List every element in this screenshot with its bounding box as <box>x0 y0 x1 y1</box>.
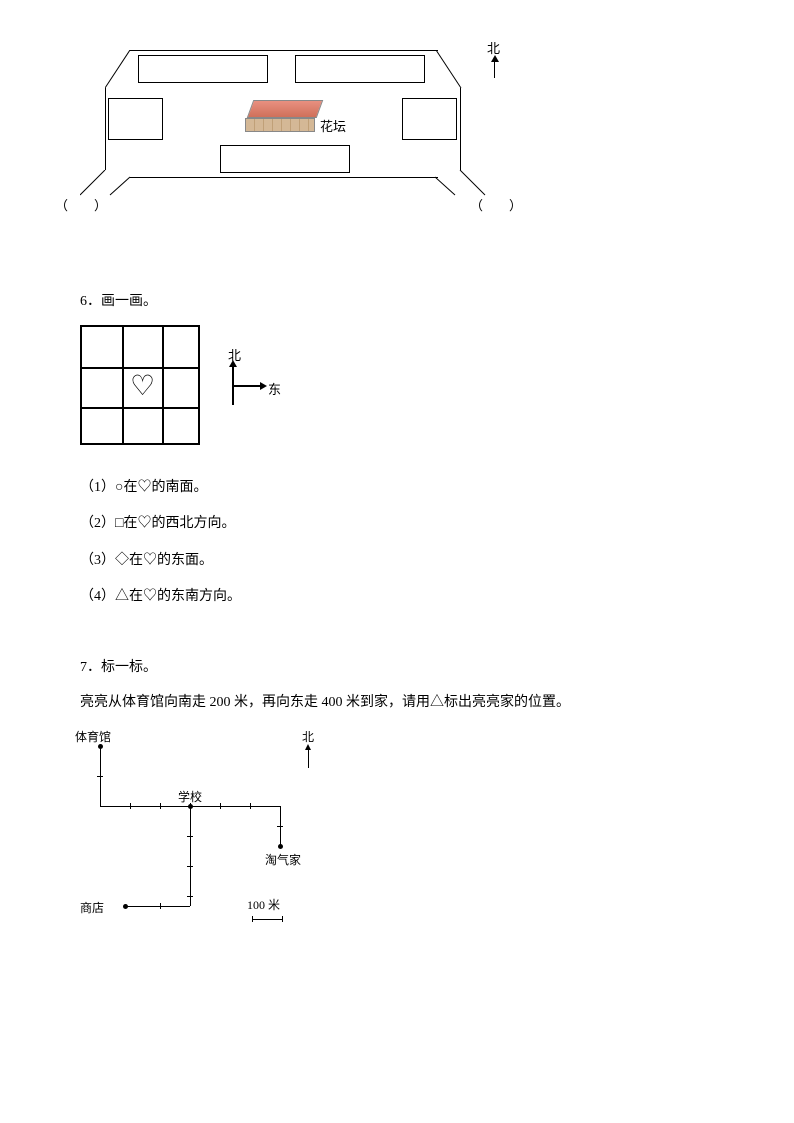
q6-item: （3）◇在♡的东面。 <box>80 543 714 579</box>
outline-top <box>130 50 438 51</box>
grid-3x3: ♡ <box>80 325 200 445</box>
outline-right <box>460 88 461 170</box>
tick <box>187 836 193 837</box>
q6-item: （2）□在♡的西北方向。 <box>80 506 714 542</box>
q6-items: （1）○在♡的南面。 （2）□在♡的西北方向。 （3）◇在♡的东面。 （4）△在… <box>80 470 714 616</box>
tick <box>220 803 221 809</box>
compass-icon: 北 东 <box>220 355 280 415</box>
tick <box>250 803 251 809</box>
q6-item: （4）△在♡的东南方向。 <box>80 579 714 615</box>
north-label: 北 <box>487 38 500 57</box>
path-line <box>125 906 190 907</box>
tick <box>187 896 193 897</box>
q7-text: 亮亮从体育馆向南走 200 米，再向东走 400 米到家，请用△标出亮亮家的位置… <box>80 691 714 711</box>
q6-figure: ♡ 北 东 <box>80 325 714 445</box>
building-box <box>220 145 350 173</box>
corner-tl <box>105 50 132 90</box>
q7-title: 7．标一标。 <box>80 656 714 676</box>
school-label: 学校 <box>178 788 202 805</box>
taoqi-label: 淘气家 <box>265 851 301 868</box>
compass-north-label: 北 <box>228 345 241 364</box>
tick <box>160 803 161 809</box>
building-box <box>108 98 163 140</box>
shop-label: 商店 <box>80 899 104 916</box>
flowerbed-label: 花坛 <box>320 116 346 135</box>
outline-left <box>105 88 106 170</box>
gym-label: 体育馆 <box>75 728 111 745</box>
taoqi-point <box>278 844 283 849</box>
tick <box>277 826 283 827</box>
bracket-left: （ ） <box>55 195 107 214</box>
q6-title: 6．画一画。 <box>80 290 714 310</box>
tick <box>187 866 193 867</box>
map-diagram: 体育馆 学校 淘气家 商店 北 100 米 <box>80 726 360 976</box>
building-box <box>402 98 457 140</box>
bracket-right: （ ） <box>470 195 522 214</box>
heart-icon: ♡ <box>130 373 155 401</box>
tick <box>97 776 103 777</box>
shop-point <box>123 904 128 909</box>
map-north-label: 北 <box>302 728 314 745</box>
compass-east-label: 东 <box>268 379 281 398</box>
outline-bottom <box>130 177 438 178</box>
layout-diagram: 花坛 北 （ ） （ ） <box>80 50 520 210</box>
building-box <box>138 55 268 83</box>
q6-item: （1）○在♡的南面。 <box>80 470 714 506</box>
tick <box>130 803 131 809</box>
flowerbed-icon <box>245 100 315 132</box>
corner-tr <box>436 50 463 90</box>
path-line <box>190 806 191 906</box>
scale-label: 100 米 <box>247 896 280 913</box>
building-box <box>295 55 425 83</box>
tick <box>160 903 161 909</box>
